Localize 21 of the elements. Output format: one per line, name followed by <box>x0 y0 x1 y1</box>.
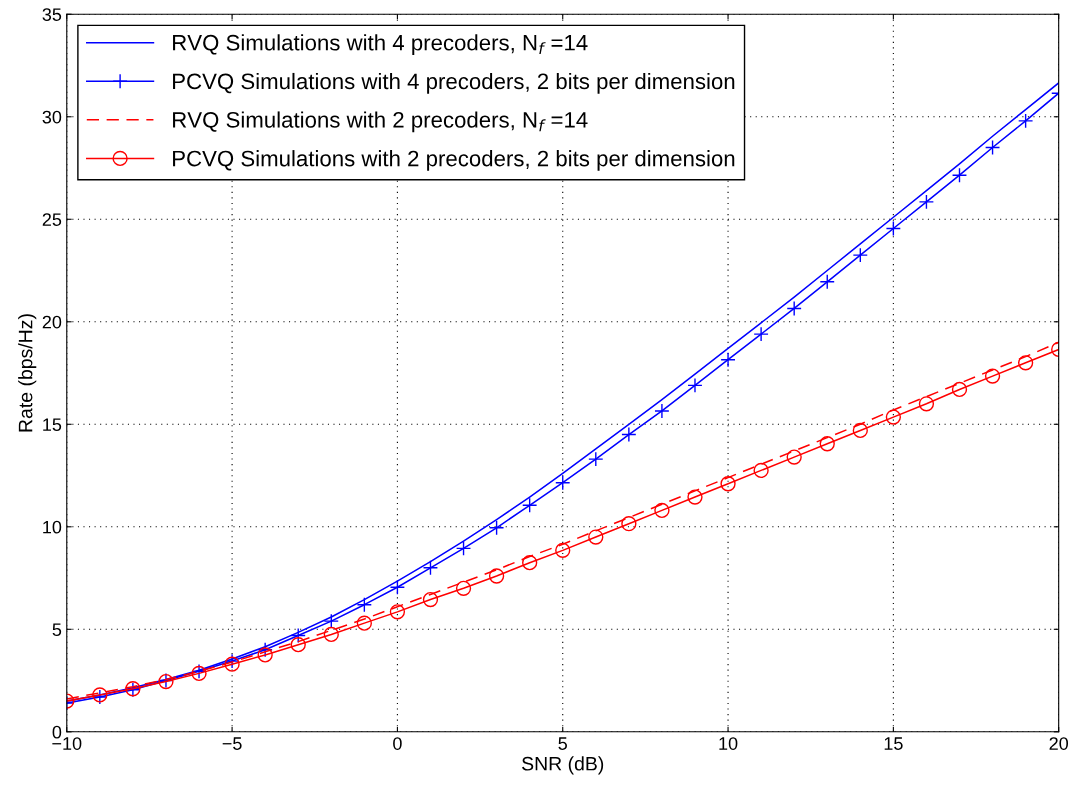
legend-label: RVQ Simulations with 2 precoders, N$_{f}$ =14 <box>173 111 588 133</box>
y-tick-label: 25 <box>42 213 62 226</box>
x-tick-label: −5 <box>222 737 242 750</box>
y-tick-label: 10 <box>43 520 62 534</box>
y-axis-title: Rate (bps/Hz) <box>18 314 37 432</box>
y-tick-label: 5 <box>52 623 62 637</box>
y-tick-label: 30 <box>42 110 62 124</box>
x-tick-label: 20 <box>1049 737 1069 750</box>
y-tick-label: 15 <box>43 418 62 432</box>
x-tick-label: 0 <box>393 737 402 750</box>
y-tick-label: 35 <box>42 8 62 21</box>
x-tick-label: 5 <box>558 737 567 750</box>
x-tick-label: 15 <box>884 737 903 750</box>
x-axis-title: SNR (dB) <box>522 756 604 775</box>
x-tick-label: 10 <box>719 737 738 750</box>
x-tick-label: −10 <box>52 737 82 750</box>
legend-label: PCVQ Simulations with 4 precoders, 2 bits per dimension <box>173 72 735 94</box>
legend-label: PCVQ Simulations with 2 precoders, 2 bits per dimension <box>173 150 735 171</box>
legend-label: RVQ Simulations with 4 precoders, N$_{f}$ =14 <box>173 34 588 55</box>
y-tick-label: 0 <box>52 725 62 739</box>
y-tick-label: 20 <box>42 315 62 329</box>
